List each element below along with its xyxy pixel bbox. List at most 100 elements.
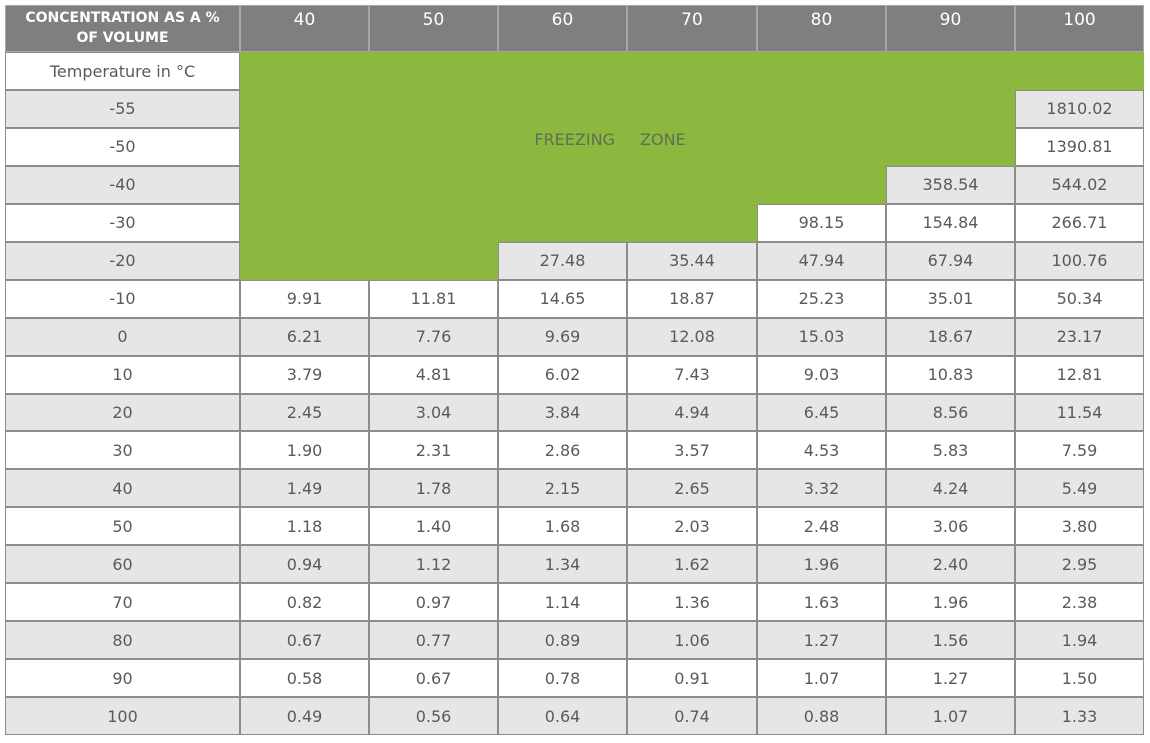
value-cell: 0.78 [498, 659, 627, 698]
value-cell: 12.81 [1015, 355, 1144, 394]
value-cell: 0.89 [498, 621, 627, 660]
value-cell: 4.81 [369, 355, 498, 394]
value-cell: 1.78 [369, 469, 498, 508]
temperature: -20 [5, 241, 240, 280]
value-cell: 0.94 [240, 545, 369, 584]
value-cell: 0.64 [498, 697, 627, 735]
value-cell: 18.87 [627, 279, 757, 318]
value-cell: 2.48 [757, 507, 886, 546]
value-cell: 1390.81 [1015, 127, 1144, 166]
value-cell: 1.68 [498, 507, 627, 546]
value-cell: 4.94 [627, 393, 757, 432]
value-cell: 1.96 [886, 583, 1015, 622]
value-cell: 50.34 [1015, 279, 1144, 318]
temperature: 50 [5, 507, 240, 546]
value-cell: 3.32 [757, 469, 886, 508]
value-cell: 3.06 [886, 507, 1015, 546]
value-cell: 544.02 [1015, 165, 1144, 204]
value-cell: 18.67 [886, 317, 1015, 356]
value-cell: 2.65 [627, 469, 757, 508]
value-cell: 6.02 [498, 355, 627, 394]
value-cell: 100.76 [1015, 241, 1144, 280]
value-cell: 67.94 [886, 241, 1015, 280]
freezing-area [240, 52, 1144, 280]
temperature: -55 [5, 90, 240, 128]
value-cell: 0.97 [369, 583, 498, 622]
value-cell: 2.15 [498, 469, 627, 508]
column-header: 70 [627, 5, 757, 52]
value-cell: 1.40 [369, 507, 498, 546]
value-cell: 154.84 [886, 203, 1015, 242]
row-header-label: Temperature in °C [5, 52, 240, 90]
value-cell: 1.90 [240, 431, 369, 470]
value-cell: 11.81 [369, 279, 498, 318]
value-cell: 1.50 [1015, 659, 1144, 698]
value-cell: 47.94 [757, 241, 886, 280]
value-cell: 2.86 [498, 431, 627, 470]
value-cell: 12.08 [627, 317, 757, 356]
value-cell: 0.77 [369, 621, 498, 660]
column-header: 90 [886, 5, 1015, 52]
value-cell: 3.84 [498, 393, 627, 432]
value-cell: 2.03 [627, 507, 757, 546]
value-cell: 0.56 [369, 697, 498, 735]
value-cell: 35.01 [886, 279, 1015, 318]
value-cell: 1.07 [886, 697, 1015, 735]
value-cell: 1.27 [886, 659, 1015, 698]
column-header: 50 [369, 5, 498, 52]
value-cell: 10.83 [886, 355, 1015, 394]
temperature: 0 [5, 317, 240, 356]
corner-header: CONCENTRATION AS A % OF VOLUME [5, 5, 240, 52]
value-cell: 7.59 [1015, 431, 1144, 470]
temperature: 100 [5, 697, 240, 735]
value-cell: 23.17 [1015, 317, 1144, 356]
value-cell: 6.21 [240, 317, 369, 356]
value-cell: 1.49 [240, 469, 369, 508]
value-cell: 4.24 [886, 469, 1015, 508]
value-cell: 0.91 [627, 659, 757, 698]
temperature: -50 [5, 127, 240, 166]
value-cell: 25.23 [757, 279, 886, 318]
value-cell: 1.62 [627, 545, 757, 584]
value-cell: 1.18 [240, 507, 369, 546]
value-cell: 0.49 [240, 697, 369, 735]
value-cell: 1.96 [757, 545, 886, 584]
value-cell: 15.03 [757, 317, 886, 356]
value-cell: 2.31 [369, 431, 498, 470]
value-cell: 0.58 [240, 659, 369, 698]
value-cell: 2.95 [1015, 545, 1144, 584]
column-header: 100 [1015, 5, 1144, 52]
value-cell: 1.12 [369, 545, 498, 584]
value-cell: 9.03 [757, 355, 886, 394]
value-cell: 1.06 [627, 621, 757, 660]
value-cell: 2.40 [886, 545, 1015, 584]
value-cell: 7.43 [627, 355, 757, 394]
value-cell: 5.49 [1015, 469, 1144, 508]
temperature: 20 [5, 393, 240, 432]
temperature: 30 [5, 431, 240, 470]
temperature: 10 [5, 355, 240, 394]
temperature: -10 [5, 279, 240, 318]
value-cell: 0.74 [627, 697, 757, 735]
value-cell: 358.54 [886, 165, 1015, 204]
value-cell: 35.44 [627, 241, 757, 280]
value-cell: 9.69 [498, 317, 627, 356]
value-cell: 5.83 [886, 431, 1015, 470]
temperature: 70 [5, 583, 240, 622]
value-cell: 1.14 [498, 583, 627, 622]
value-cell: 1.07 [757, 659, 886, 698]
column-header: 60 [498, 5, 627, 52]
value-cell: 8.56 [886, 393, 1015, 432]
temperature: 60 [5, 545, 240, 584]
value-cell: 7.76 [369, 317, 498, 356]
value-cell: 3.79 [240, 355, 369, 394]
value-cell: 266.71 [1015, 203, 1144, 242]
value-cell: 2.38 [1015, 583, 1144, 622]
value-cell: 1.27 [757, 621, 886, 660]
value-cell: 0.88 [757, 697, 886, 735]
value-cell: 98.15 [757, 203, 886, 242]
value-cell: 3.80 [1015, 507, 1144, 546]
value-cell: 4.53 [757, 431, 886, 470]
